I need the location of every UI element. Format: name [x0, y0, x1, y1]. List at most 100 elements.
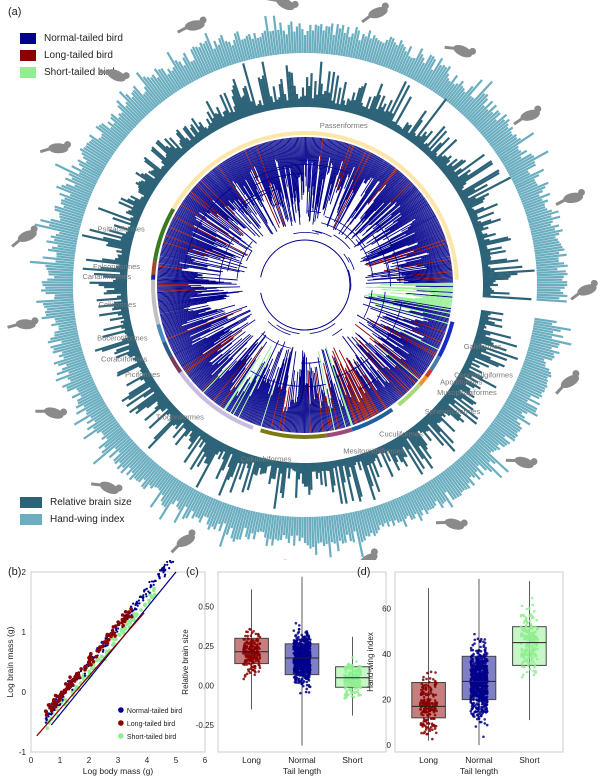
tree-branch: [376, 379, 395, 404]
jitter-point: [480, 684, 484, 687]
brain-size-bar: [218, 449, 239, 496]
scatter-point: [73, 674, 78, 678]
hand-wing-bar: [90, 138, 114, 156]
tree-branch: [224, 160, 255, 206]
hand-wing-bar: [125, 453, 147, 476]
hand-wing-bar: [384, 502, 396, 526]
hand-wing-bar: [293, 31, 297, 54]
jitter-point: [343, 693, 347, 697]
tree-branch: [359, 205, 431, 251]
hand-wing-bar: [50, 339, 80, 349]
brain-size-bar: [109, 315, 131, 322]
hand-wing-bar: [536, 278, 563, 282]
brain-size-bar: [455, 185, 465, 193]
jitter-point: [476, 713, 480, 716]
brain-size-bar: [169, 410, 180, 421]
hand-wing-bar: [536, 264, 568, 270]
tree-branch: [194, 363, 219, 385]
brain-size-bar: [405, 430, 434, 470]
brain-size-bar: [479, 250, 491, 255]
tree-branch: [413, 240, 447, 252]
hand-wing-bar: [535, 253, 567, 260]
hand-wing-bar: [54, 276, 74, 279]
brain-size-bar: [267, 459, 271, 467]
tree-branch: [168, 317, 227, 343]
tree-branch: [337, 149, 365, 211]
brain-size-bar: [229, 111, 236, 123]
bird-body: [106, 69, 126, 82]
y-tick-label: 0: [387, 741, 392, 750]
brain-size-bar: [182, 127, 197, 146]
bird-body: [359, 553, 378, 560]
tree-branch: [365, 266, 452, 279]
regression-line: [36, 612, 145, 737]
hand-wing-bar: [253, 32, 261, 58]
brain-size-bar: [174, 422, 194, 446]
brain-size-bar: [117, 311, 130, 316]
tree-branch: [416, 290, 453, 293]
brain-size-bar: [337, 459, 348, 504]
hand-wing-bar: [496, 414, 521, 432]
brain-size-bar: [98, 302, 129, 308]
tree-branch: [293, 401, 297, 433]
tree-branch: [167, 309, 243, 340]
tree-branch: [373, 340, 421, 379]
brain-size-bar: [207, 125, 214, 134]
hand-wing-bar: [58, 348, 83, 358]
scatter-point: [164, 568, 167, 571]
order-label: Coliiformes: [99, 300, 137, 309]
hand-wing-bar: [520, 369, 549, 383]
jitter-point: [427, 722, 431, 725]
brain-size-bar: [378, 110, 386, 124]
jitter-point: [526, 628, 530, 632]
tree-branch: [299, 137, 303, 200]
tree-branch: [308, 137, 313, 217]
scatter-point: [52, 698, 56, 702]
hand-wing-bar: [352, 30, 361, 59]
tree-branch: [316, 139, 333, 219]
jitter-point: [247, 658, 250, 662]
hand-wing-bar: [534, 248, 565, 255]
hand-wing-bar: [422, 69, 434, 86]
jitter-point: [255, 657, 258, 660]
brain-size-bar: [435, 404, 446, 415]
brain-size-bar: [113, 224, 136, 233]
hand-wing-bar: [413, 488, 429, 515]
hand-wing-bar: [535, 257, 559, 262]
hand-wing-bar: [60, 199, 87, 210]
order-arc: [178, 371, 254, 430]
tree-branch: [268, 349, 290, 429]
hand-wing-bar: [240, 39, 249, 61]
tree-branch: [355, 332, 413, 388]
y-tick-label: 0.25: [198, 642, 214, 651]
jitter-point: [347, 674, 351, 677]
x-tick-label: 2: [87, 756, 92, 765]
hand-wing-bar: [529, 220, 554, 229]
brain-size-bar: [130, 216, 140, 223]
brain-size-bar: [169, 407, 178, 416]
hand-wing-bar: [497, 412, 523, 430]
jitter-point: [304, 654, 307, 658]
tree-branch: [208, 331, 266, 398]
tree-branch: [157, 297, 191, 303]
y-axis-label: Relative brain size: [181, 629, 190, 695]
hand-wing-bar: [68, 172, 96, 188]
brain-size-bar: [115, 266, 128, 270]
brain-size-bar: [232, 85, 246, 118]
tree-branch: [309, 363, 315, 433]
tree-branch: [355, 357, 391, 406]
tree-branch: [157, 289, 219, 295]
hand-wing-bar: [295, 26, 299, 54]
jitter-point: [534, 671, 537, 675]
hand-wing-bar: [54, 329, 78, 337]
jitter-point: [478, 677, 482, 680]
brain-size-bar: [243, 85, 255, 115]
brain-size-bar: [456, 188, 463, 194]
tree-branch: [400, 337, 435, 358]
tree-branch: [288, 137, 297, 198]
tree-branch: [392, 249, 449, 265]
hand-wing-bar: [287, 516, 292, 544]
scatter-point: [48, 712, 51, 716]
scatter-point: [161, 566, 164, 570]
tree-branch: [165, 235, 230, 259]
